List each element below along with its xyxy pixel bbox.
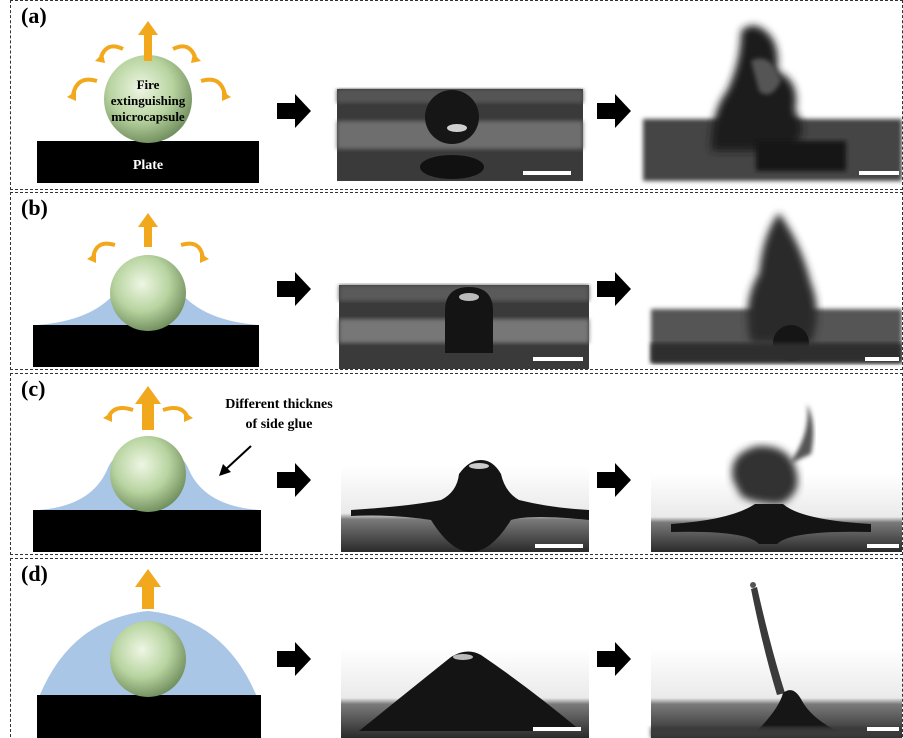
photo-after bbox=[651, 582, 902, 738]
curved-arrow-icon bbox=[200, 77, 227, 96]
scale-bar bbox=[867, 544, 899, 548]
sphere-label-line: extinguishing bbox=[111, 93, 186, 108]
curved-arrow-icon bbox=[191, 53, 201, 63]
annotation-line: Different thicknes bbox=[225, 397, 333, 412]
step-arrow-icon bbox=[277, 642, 311, 676]
microcapsule-sphere bbox=[110, 621, 186, 697]
photo-after bbox=[651, 213, 902, 363]
step-arrow-icon bbox=[277, 463, 311, 497]
panel-label: (a) bbox=[21, 3, 47, 28]
scale-bar bbox=[523, 171, 571, 175]
photo-before bbox=[337, 89, 583, 181]
plate bbox=[37, 695, 261, 738]
panel-label: (d) bbox=[21, 561, 48, 586]
scale-bar bbox=[533, 357, 583, 361]
photo-after bbox=[651, 404, 902, 552]
curved-arrow-icon bbox=[184, 412, 193, 422]
scale-bar bbox=[535, 544, 583, 548]
annotation-line: of side glue bbox=[246, 417, 313, 432]
step-arrow-icon bbox=[597, 94, 631, 128]
curved-arrow-icon bbox=[162, 406, 189, 418]
panel-d: (d) bbox=[10, 558, 903, 738]
plate bbox=[37, 141, 259, 183]
step-arrow-icon bbox=[277, 94, 311, 128]
microcapsule-sphere bbox=[104, 55, 192, 143]
pointer-arrow-icon bbox=[219, 464, 231, 476]
curved-arrow-icon bbox=[99, 44, 124, 58]
curved-arrow-icon bbox=[71, 77, 98, 96]
plate bbox=[33, 510, 261, 552]
panel-a-graphic: Plate Fire extinguishing microcapsule bbox=[37, 21, 902, 183]
curved-arrow-icon bbox=[87, 253, 96, 263]
upward-arrow-icon bbox=[138, 21, 158, 61]
sphere-label-line: Fire bbox=[137, 77, 160, 92]
curved-arrow-icon bbox=[200, 253, 209, 263]
schematic: Different thicknes of side glue bbox=[33, 386, 333, 552]
panel-b-graphic bbox=[33, 213, 902, 369]
plate-label: Plate bbox=[133, 158, 163, 173]
panel-c: (c) Different thicknes of side glue bbox=[10, 373, 903, 555]
curved-arrow-icon bbox=[67, 91, 76, 101]
step-arrow-icon bbox=[597, 642, 631, 676]
step-arrow-icon bbox=[597, 272, 631, 306]
photo-after bbox=[643, 25, 902, 181]
curved-arrow-icon bbox=[172, 44, 197, 58]
curved-arrow-icon bbox=[107, 406, 134, 418]
curved-arrow-icon bbox=[103, 412, 112, 422]
microcapsule-sphere bbox=[110, 255, 186, 331]
schematic: Plate Fire extinguishing microcapsule bbox=[37, 21, 259, 183]
schematic bbox=[33, 213, 259, 367]
pointer-arrow-icon bbox=[224, 445, 252, 471]
curved-arrow-icon bbox=[180, 241, 205, 260]
photo-before bbox=[341, 460, 589, 552]
curved-arrow-icon bbox=[95, 53, 105, 63]
upward-arrow-icon bbox=[135, 569, 161, 609]
scale-bar bbox=[865, 357, 899, 361]
sphere-label-line: microcapsule bbox=[111, 109, 185, 124]
panel-d-graphic bbox=[37, 569, 902, 738]
panel-label: (c) bbox=[21, 376, 46, 401]
plate bbox=[33, 325, 259, 367]
panel-label: (b) bbox=[21, 195, 48, 220]
upward-arrow-icon bbox=[135, 386, 161, 430]
upward-arrow-icon bbox=[138, 213, 158, 247]
panel-b: (b) bbox=[10, 192, 903, 370]
panel-a: (a) Plate Fire extinguishing microcapsul… bbox=[10, 0, 903, 190]
panel-c-graphic: Different thicknes of side glue bbox=[33, 386, 902, 552]
schematic bbox=[37, 569, 261, 738]
photo-before bbox=[341, 649, 589, 738]
step-arrow-icon bbox=[277, 272, 311, 306]
microcapsule-sphere bbox=[110, 436, 186, 512]
curved-arrow-icon bbox=[91, 241, 116, 260]
step-arrow-icon bbox=[597, 463, 631, 497]
scale-bar bbox=[533, 727, 581, 731]
photo-before bbox=[339, 285, 589, 369]
scale-bar bbox=[859, 171, 899, 175]
curved-arrow-icon bbox=[222, 91, 231, 101]
scale-bar bbox=[867, 727, 899, 731]
